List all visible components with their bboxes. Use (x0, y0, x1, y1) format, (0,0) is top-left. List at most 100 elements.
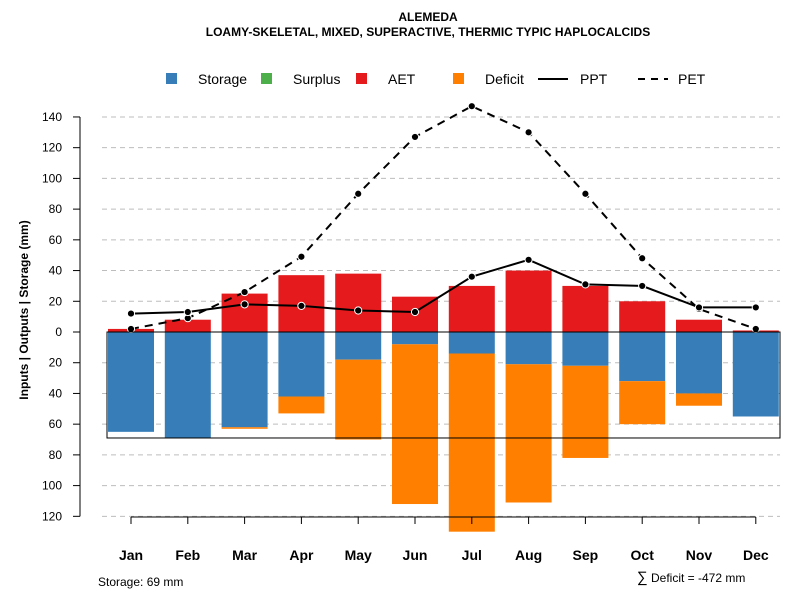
x-tick-label: Oct (631, 547, 655, 563)
bar-series (108, 270, 779, 532)
deficit-bar (392, 344, 438, 505)
x-tick-label: Aug (515, 547, 542, 563)
storage-bar (676, 332, 722, 394)
x-tick-label: Jul (462, 547, 482, 563)
storage-legend-label: Storage (198, 71, 247, 87)
y-tick-label: 80 (49, 202, 63, 216)
storage-bar (335, 332, 382, 360)
y-tick-label: 40 (49, 386, 63, 400)
pet-point (126, 324, 136, 334)
storage-bar (221, 332, 268, 428)
pet-legend-label: PET (678, 71, 706, 87)
deficit-note: Deficit = -472 mm (651, 571, 745, 585)
line-series (126, 102, 760, 334)
ppt-point (410, 307, 420, 317)
deficit-bar (278, 396, 325, 414)
ppt-point (581, 280, 590, 289)
ppt-point (240, 300, 249, 309)
x-tick-label: Dec (743, 547, 769, 563)
deficit-legend-label: Deficit (485, 71, 524, 87)
storage-bar (278, 332, 325, 397)
x-tick-label: Mar (232, 547, 257, 563)
ppt-point (638, 281, 647, 291)
pet-point (297, 252, 306, 261)
storage-bar (108, 332, 154, 432)
y-tick-label: 60 (49, 233, 63, 247)
storage-bar (164, 332, 211, 438)
aet-bar (335, 273, 382, 332)
deficit-bar (221, 427, 268, 429)
y-tick-label: 120 (42, 141, 62, 155)
y-tick-label: 0 (55, 325, 62, 339)
chart-title: ALEMEDA (398, 10, 458, 24)
x-tick-label: Nov (686, 547, 713, 563)
ppt-legend-label: PPT (580, 71, 608, 87)
pet-point (354, 189, 363, 198)
y-tick-label: 100 (42, 171, 62, 185)
deficit-legend-swatch (453, 73, 464, 84)
storage-bar (392, 332, 438, 345)
ppt-point (354, 306, 363, 315)
ppt-point (524, 255, 533, 264)
y-tick-label: 140 (42, 110, 62, 124)
ppt-point (694, 303, 704, 312)
surplus-legend-swatch (261, 73, 272, 84)
storage-bar (448, 332, 495, 354)
ppt-point (751, 303, 760, 312)
storage-bar (505, 332, 552, 365)
ppt-line (130, 258, 756, 315)
storage-bar (562, 332, 609, 366)
grid-lines (102, 116, 780, 517)
aet-bar (164, 319, 211, 332)
pet-point (524, 128, 533, 137)
pet-point (410, 132, 420, 142)
x-tick-label: May (345, 547, 372, 563)
pet-point (638, 254, 647, 263)
y-tick-label: 80 (49, 448, 63, 462)
aet-bar (448, 285, 495, 332)
axes: 140 120 100 80 60 40 20 0 20 40 60 80 100 120 Jan Feb Ma… (42, 110, 781, 563)
y-tick-label: 120 (42, 509, 62, 523)
deficit-bar (676, 393, 722, 406)
deficit-bar (505, 364, 552, 503)
x-tick-label: Sep (573, 547, 599, 563)
aet-bar (676, 319, 722, 332)
deficit-bar (562, 365, 609, 458)
y-axis-label: Inputs | Outputs | Storage (mm) (17, 220, 31, 399)
y-tick-label: 20 (49, 356, 63, 370)
x-tick-label: Jan (119, 547, 143, 563)
y-tick-label: 20 (49, 294, 63, 308)
surplus-legend-label: Surplus (293, 71, 340, 87)
y-tick-label: 40 (49, 264, 63, 278)
chart-legend: Storage Surplus AET Deficit PPT PET (166, 71, 706, 87)
aet-legend-label: AET (388, 71, 416, 87)
storage-note: Storage: 69 mm (98, 575, 183, 589)
chart-subtitle: LOAMY-SKELETAL, MIXED, SUPERACTIVE, THER… (206, 25, 650, 39)
ppt-point (183, 307, 192, 317)
pet-point (467, 102, 476, 111)
storage-legend-swatch (166, 73, 177, 84)
x-tick-label: Apr (289, 547, 314, 563)
ppt-point (126, 309, 136, 318)
aet-bar (562, 285, 609, 332)
ppt-point (467, 272, 476, 281)
pet-point (751, 324, 760, 334)
pet-point (581, 189, 590, 198)
x-tick-label: Jun (403, 547, 428, 563)
pet-line (130, 105, 757, 330)
deficit-bar (335, 359, 382, 440)
deficit-bar (619, 381, 666, 425)
pet-point (240, 287, 249, 297)
deficit-bar (448, 353, 495, 532)
storage-bar (732, 332, 779, 417)
ppt-point (297, 301, 306, 310)
aet-bar (505, 270, 552, 332)
deficit-symbol: ∑ (637, 569, 648, 586)
aet-legend-swatch (356, 73, 367, 84)
y-tick-label: 100 (42, 479, 62, 493)
y-tick-label: 60 (49, 417, 63, 431)
storage-bar (619, 332, 666, 382)
x-tick-label: Feb (175, 547, 200, 563)
aet-bar (619, 301, 666, 332)
